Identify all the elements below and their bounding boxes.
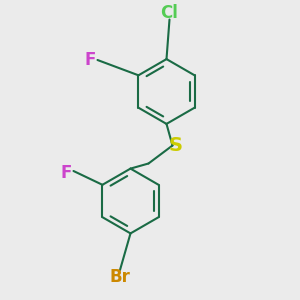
Text: F: F (60, 164, 72, 181)
Text: F: F (84, 51, 96, 69)
Text: S: S (169, 136, 182, 155)
Text: Cl: Cl (160, 4, 178, 22)
Text: Br: Br (110, 268, 130, 286)
